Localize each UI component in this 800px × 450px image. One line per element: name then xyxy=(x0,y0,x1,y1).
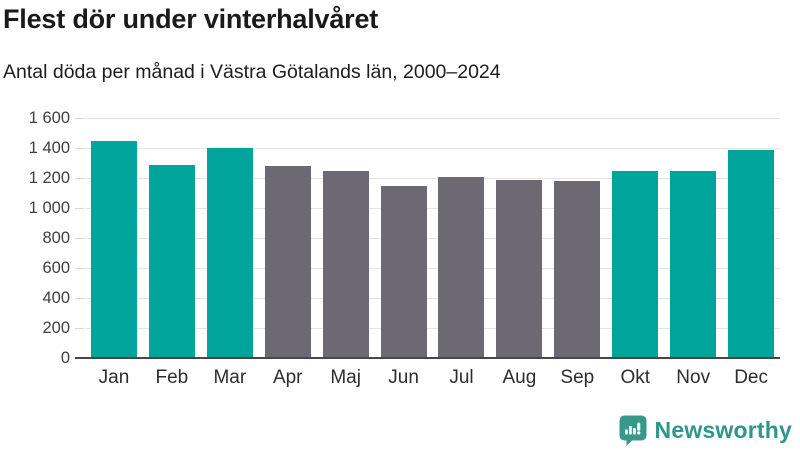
gridline xyxy=(85,178,780,179)
x-tick-label-maj: Maj xyxy=(330,367,361,388)
bar-slot xyxy=(375,118,433,358)
x-tick-label-jan: Jan xyxy=(98,367,130,388)
bar-slot xyxy=(143,118,201,358)
y-tick-label: 400 xyxy=(42,289,70,307)
bar-okt xyxy=(612,171,659,358)
gridline xyxy=(85,298,780,299)
y-tick-label: 0 xyxy=(60,349,70,367)
bar-apr xyxy=(264,166,311,358)
chart-title: Flest dör under vinterhalvåret xyxy=(3,4,379,34)
x-tick-label-dec: Dec xyxy=(734,367,768,388)
x-tick-label-feb: Feb xyxy=(155,367,189,388)
x-tick-label-okt: Okt xyxy=(620,367,651,388)
gridline xyxy=(85,268,780,269)
x-axis-line xyxy=(77,357,780,359)
y-tick xyxy=(75,148,84,149)
bar-slot xyxy=(85,118,143,358)
bar-chart: Jan Feb Mar Apr Maj Jun Jul Aug Sep Okt Nov Dec 0 20… xyxy=(28,109,780,389)
x-tick-label-mar: Mar xyxy=(213,367,247,388)
bar-dec xyxy=(728,149,775,358)
bar-maj xyxy=(322,171,369,358)
bar-sep xyxy=(554,181,601,358)
bar-slot xyxy=(490,118,548,358)
brand-footer: Newsworthy xyxy=(619,415,792,446)
bar-jan xyxy=(90,140,137,358)
y-tick xyxy=(75,178,84,179)
y-tick xyxy=(75,208,84,209)
bar-aug xyxy=(496,180,543,358)
x-tick-label-sep: Sep xyxy=(560,367,595,388)
chart-subtitle: Antal döda per månad i Västra Götalands … xyxy=(3,61,501,83)
x-tick-label-jun: Jun xyxy=(388,367,419,388)
y-tick-label: 800 xyxy=(42,229,70,247)
x-tick-label-apr: Apr xyxy=(272,367,303,388)
bar-slot xyxy=(722,118,780,358)
y-tick xyxy=(75,118,84,119)
bar-slot xyxy=(259,118,317,358)
bar-slot xyxy=(433,118,491,358)
bar-jun xyxy=(380,186,427,358)
y-tick-label: 600 xyxy=(42,259,70,277)
gridline xyxy=(85,208,780,209)
gridline xyxy=(85,328,780,329)
gridline xyxy=(85,118,780,119)
x-axis: Jan Feb Mar Apr Maj Jun Jul Aug Sep Okt Nov Dec xyxy=(85,367,780,389)
brand-name: Newsworthy xyxy=(654,417,792,443)
newsworthy-logo-icon xyxy=(619,415,647,446)
bars xyxy=(85,118,780,358)
x-tick-label-nov: Nov xyxy=(676,367,711,388)
bar-slot xyxy=(606,118,664,358)
bar-slot xyxy=(664,118,722,358)
y-tick xyxy=(75,268,84,269)
plot-area xyxy=(77,118,780,359)
bar-nov xyxy=(670,170,717,358)
x-tick-label-jul: Jul xyxy=(449,367,474,388)
y-tick-label: 1 000 xyxy=(28,199,70,217)
bar-slot xyxy=(201,118,259,358)
y-tick xyxy=(75,328,84,329)
y-tick-label: 1 600 xyxy=(28,109,70,127)
gridline xyxy=(85,148,780,149)
y-tick xyxy=(75,238,84,239)
y-tick-label: 200 xyxy=(42,319,70,337)
bar-feb xyxy=(148,165,195,358)
y-tick-label: 1 200 xyxy=(28,169,70,187)
bar-mar xyxy=(206,148,253,358)
bar-slot xyxy=(317,118,375,358)
x-tick-label-aug: Aug xyxy=(502,367,537,388)
y-tick xyxy=(75,298,84,299)
bar-jul xyxy=(438,176,485,358)
gridline xyxy=(85,238,780,239)
bar-slot xyxy=(548,118,606,358)
y-tick-label: 1 400 xyxy=(28,139,70,157)
